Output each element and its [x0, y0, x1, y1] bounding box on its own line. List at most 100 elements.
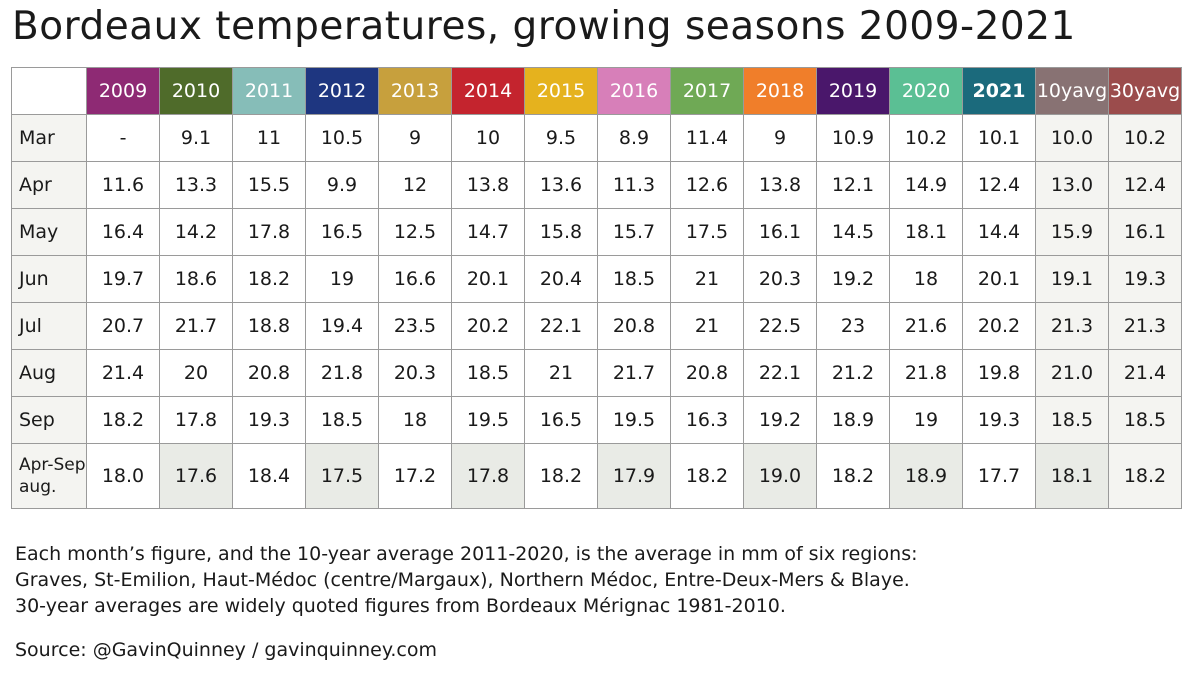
chart-title: Bordeaux temperatures, growing seasons 2…	[12, 4, 1076, 49]
table-cell: 20.1	[962, 255, 1036, 303]
table-cell: 17.5	[305, 443, 379, 509]
table-cell: 22.1	[743, 349, 817, 397]
table-cell: 18.2	[232, 255, 306, 303]
table-cell: 17.6	[159, 443, 233, 509]
table-cell: 21.7	[159, 302, 233, 350]
column-header: 2012	[305, 67, 379, 115]
table-cell: 11.4	[670, 114, 744, 162]
table-cell: 21.0	[1035, 349, 1109, 397]
table-cell: 12.1	[816, 161, 890, 209]
table-cell: 15.9	[1035, 208, 1109, 256]
table-cell: 18	[378, 396, 452, 444]
row-label: Mar	[11, 114, 87, 162]
temperature-table: 2009 2010 2011 2012 2013 2014 2015 2016 2017 2018…	[11, 67, 1182, 509]
table-row: Sep 18.2 17.8 19.3 18.5 18 19.5 16.5 19.5 16.3 19.…	[11, 396, 1182, 444]
column-header: 2016	[597, 67, 671, 115]
table-cell: 12.5	[378, 208, 452, 256]
table-cell: 9.5	[524, 114, 598, 162]
table-cell: 16.3	[670, 396, 744, 444]
table-cell: 18.5	[597, 255, 671, 303]
table-cell: 13.6	[524, 161, 598, 209]
table-cell: 18	[889, 255, 963, 303]
table-cell: 17.2	[378, 443, 452, 509]
table-cell: 13.8	[451, 161, 525, 209]
table-cell: 19.5	[597, 396, 671, 444]
table-cell: 9.9	[305, 161, 379, 209]
table-cell: 21.3	[1035, 302, 1109, 350]
source-credit: Source: @GavinQuinney / gavinquinney.com	[15, 639, 437, 661]
table-cell: 18.5	[305, 396, 379, 444]
table-row: Apr 11.6 13.3 15.5 9.9 12 13.8 13.6 11.3 12.6 13.8…	[11, 161, 1182, 209]
table-cell: 14.4	[962, 208, 1036, 256]
table-cell: 12.4	[962, 161, 1036, 209]
table-cell: 20.7	[86, 302, 160, 350]
table-cell: 9	[378, 114, 452, 162]
table-cell: 12.6	[670, 161, 744, 209]
table-cell: 19.5	[451, 396, 525, 444]
table-cell: 16.1	[1108, 208, 1182, 256]
table-cell: 17.5	[670, 208, 744, 256]
table-cell: 23.5	[378, 302, 452, 350]
row-label: Apr	[11, 161, 87, 209]
table-cell: 19.2	[743, 396, 817, 444]
table-row: Aug 21.4 20 20.8 21.8 20.3 18.5 21 21.7 20.8 22.1 2…	[11, 349, 1182, 397]
column-header: 2019	[816, 67, 890, 115]
table-cell: 16.4	[86, 208, 160, 256]
table-cell: 20.8	[597, 302, 671, 350]
column-header: 2018	[743, 67, 817, 115]
table-cell: 18.6	[159, 255, 233, 303]
table-cell: 15.7	[597, 208, 671, 256]
table-header-row: 2009 2010 2011 2012 2013 2014 2015 2016 2017 2018…	[11, 67, 1182, 115]
table-cell: 14.2	[159, 208, 233, 256]
table-cell: 18.9	[816, 396, 890, 444]
table-cell: 18.8	[232, 302, 306, 350]
table-row: Jul 20.7 21.7 18.8 19.4 23.5 20.2 22.1 20.8 21 22.…	[11, 302, 1182, 350]
table-cell: 19.0	[743, 443, 817, 509]
table-cell: 20.3	[743, 255, 817, 303]
table-cell: 19.2	[816, 255, 890, 303]
table-cell: 19.3	[232, 396, 306, 444]
table-cell: 15.8	[524, 208, 598, 256]
column-header: 10yavg	[1035, 67, 1109, 115]
table-row: Mar -9.1 11 10.5 9 10 9.5 8.9 11.4 9 10.9 10.2 10.1 1…	[11, 114, 1182, 162]
row-label: Apr-Sep aug.	[11, 443, 87, 509]
table-row: May 16.4 14.2 17.8 16.5 12.5 14.7 15.8 15.7 17.5 1…	[11, 208, 1182, 256]
table-cell: 19.4	[305, 302, 379, 350]
table-cell: 21	[670, 255, 744, 303]
table-cell: 16.1	[743, 208, 817, 256]
table-cell: 13.0	[1035, 161, 1109, 209]
table-cell: 10.0	[1035, 114, 1109, 162]
table-cell: 21	[670, 302, 744, 350]
table-cell: 19	[889, 396, 963, 444]
footnote-line-3: 30-year averages are widely quoted figur…	[15, 595, 786, 617]
table-cell: 20.4	[524, 255, 598, 303]
table-cell: 18.2	[816, 443, 890, 509]
table-cell: 18.4	[232, 443, 306, 509]
table-cell: 16.5	[524, 396, 598, 444]
table-cell: 21.2	[816, 349, 890, 397]
table-cell: 21	[524, 349, 598, 397]
table-cell: 19	[305, 255, 379, 303]
table-cell: 11.3	[597, 161, 671, 209]
table-cell: 19.7	[86, 255, 160, 303]
table-cell: 10.2	[889, 114, 963, 162]
column-header: 30yavg	[1108, 67, 1182, 115]
table-cell: 17.9	[597, 443, 671, 509]
table-cell: 19.3	[962, 396, 1036, 444]
row-label: May	[11, 208, 87, 256]
table-cell: 21.6	[889, 302, 963, 350]
row-label: Sep	[11, 396, 87, 444]
table-cell: 15.5	[232, 161, 306, 209]
table-cell: 14.9	[889, 161, 963, 209]
table-cell: 17.7	[962, 443, 1036, 509]
row-label: Aug	[11, 349, 87, 397]
table-cell: 18.5	[1035, 396, 1109, 444]
column-header: 2017	[670, 67, 744, 115]
table-cell: 17.8	[451, 443, 525, 509]
table-cell: 16.5	[305, 208, 379, 256]
table-cell: 10.5	[305, 114, 379, 162]
table-cell: 21.8	[305, 349, 379, 397]
table-cell: 18.0	[86, 443, 160, 509]
table-cell: 21.8	[889, 349, 963, 397]
footnote-line-2: Graves, St-Emilion, Haut-Médoc (centre/M…	[15, 569, 910, 591]
